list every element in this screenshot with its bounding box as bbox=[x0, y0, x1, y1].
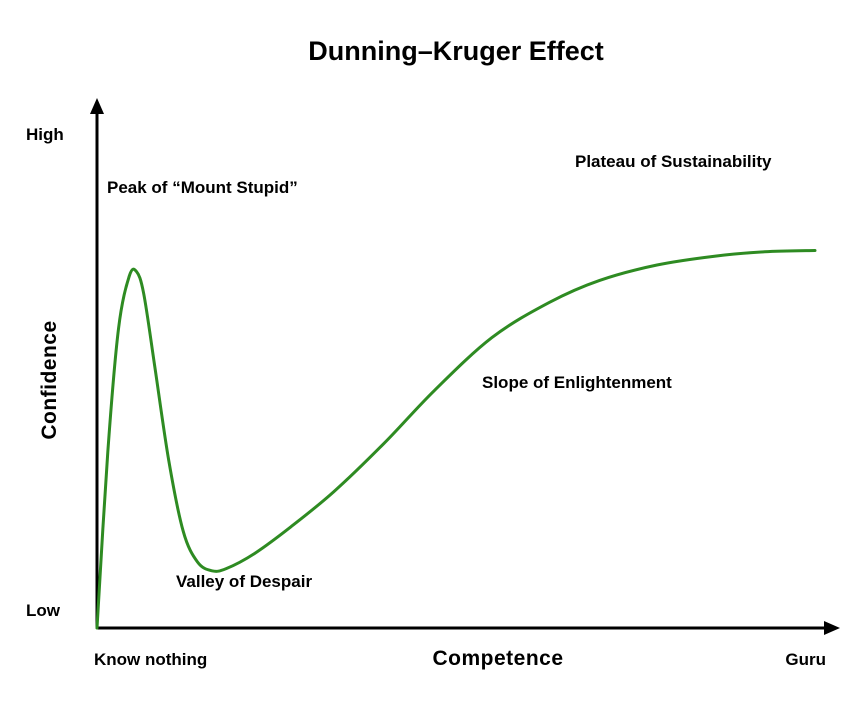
annotation-1: Valley of Despair bbox=[176, 572, 312, 591]
x-axis-title: Competence bbox=[432, 647, 563, 670]
y-tick-low: Low bbox=[26, 601, 61, 620]
x-tick-guru: Guru bbox=[785, 650, 826, 669]
annotation-3: Plateau of Sustainability bbox=[575, 152, 772, 171]
y-axis-title: Confidence bbox=[38, 320, 61, 439]
chart-title: Dunning–Kruger Effect bbox=[308, 36, 604, 66]
annotation-0: Peak of “Mount Stupid” bbox=[107, 178, 298, 197]
y-axis-arrowhead bbox=[90, 98, 104, 114]
annotation-layer: Peak of “Mount Stupid” Valley of Despair S… bbox=[107, 152, 772, 591]
series-line-0 bbox=[95, 249, 817, 630]
y-tick-high: High bbox=[26, 125, 64, 144]
x-axis-arrowhead bbox=[824, 621, 840, 635]
axes bbox=[90, 98, 840, 635]
x-tick-know-nothing: Know nothing bbox=[94, 650, 207, 669]
annotation-2: Slope of Enlightenment bbox=[482, 373, 672, 392]
series-layer bbox=[95, 249, 817, 630]
